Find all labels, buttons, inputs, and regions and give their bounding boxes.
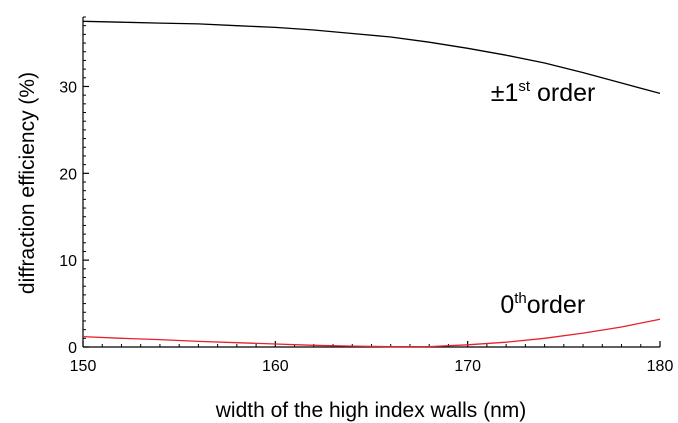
series-lines [82,20,661,348]
x-tick-label: 180 [647,358,674,375]
x-tick-label: 170 [454,358,481,375]
series-line-2 [82,318,661,348]
tick-labels: 0 10 20 30 150 160 170 180 [59,79,673,375]
y-axis-title: diffraction efficiency (%) [16,72,39,294]
x-axis-title: width of the high index walls (nm) [215,399,526,422]
y-tick-label: 10 [59,253,77,270]
series-annotation-2: 0thorder [500,290,585,319]
series-annotation-1: ±1st order [491,78,596,107]
major-ticks [82,85,661,348]
y-tick-label: 0 [68,340,77,357]
y-tick-label: 30 [59,79,77,96]
y-tick-label: 20 [59,166,77,183]
series-line-1 [82,20,661,95]
annotations: ±1st order 0thorder [491,78,596,319]
x-tick-label: 150 [70,358,97,375]
x-tick-label: 160 [262,358,289,375]
